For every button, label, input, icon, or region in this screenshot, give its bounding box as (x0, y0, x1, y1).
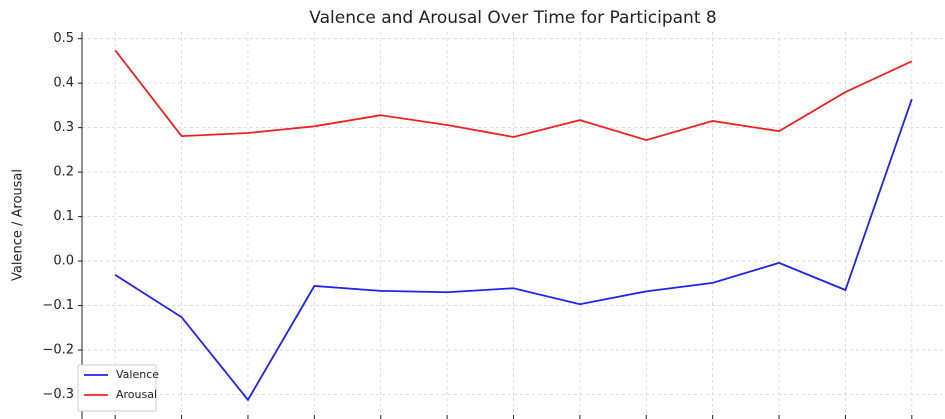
y-tick-label: 0.3 (53, 120, 74, 135)
chart-title: Valence and Arousal Over Time for Partic… (309, 8, 716, 28)
y-tick-label: 0.0 (53, 254, 74, 269)
series-line (114, 98, 913, 402)
y-tick-label: 0.2 (53, 165, 74, 180)
y-tick-label: −0.3 (42, 387, 74, 402)
legend-label: Valence (116, 368, 159, 381)
y-tick-label: 0.5 (53, 31, 74, 46)
y-tick-label: −0.2 (42, 343, 74, 358)
y-axis-label: Valence / Arousal (11, 169, 26, 281)
legend-box (77, 364, 157, 412)
legend-label: Arousal (116, 388, 157, 401)
y-tick-label: −0.1 (42, 298, 74, 313)
y-tick-label: 0.1 (53, 209, 74, 224)
series-line (114, 49, 913, 142)
y-tick-label: 0.4 (53, 76, 74, 91)
